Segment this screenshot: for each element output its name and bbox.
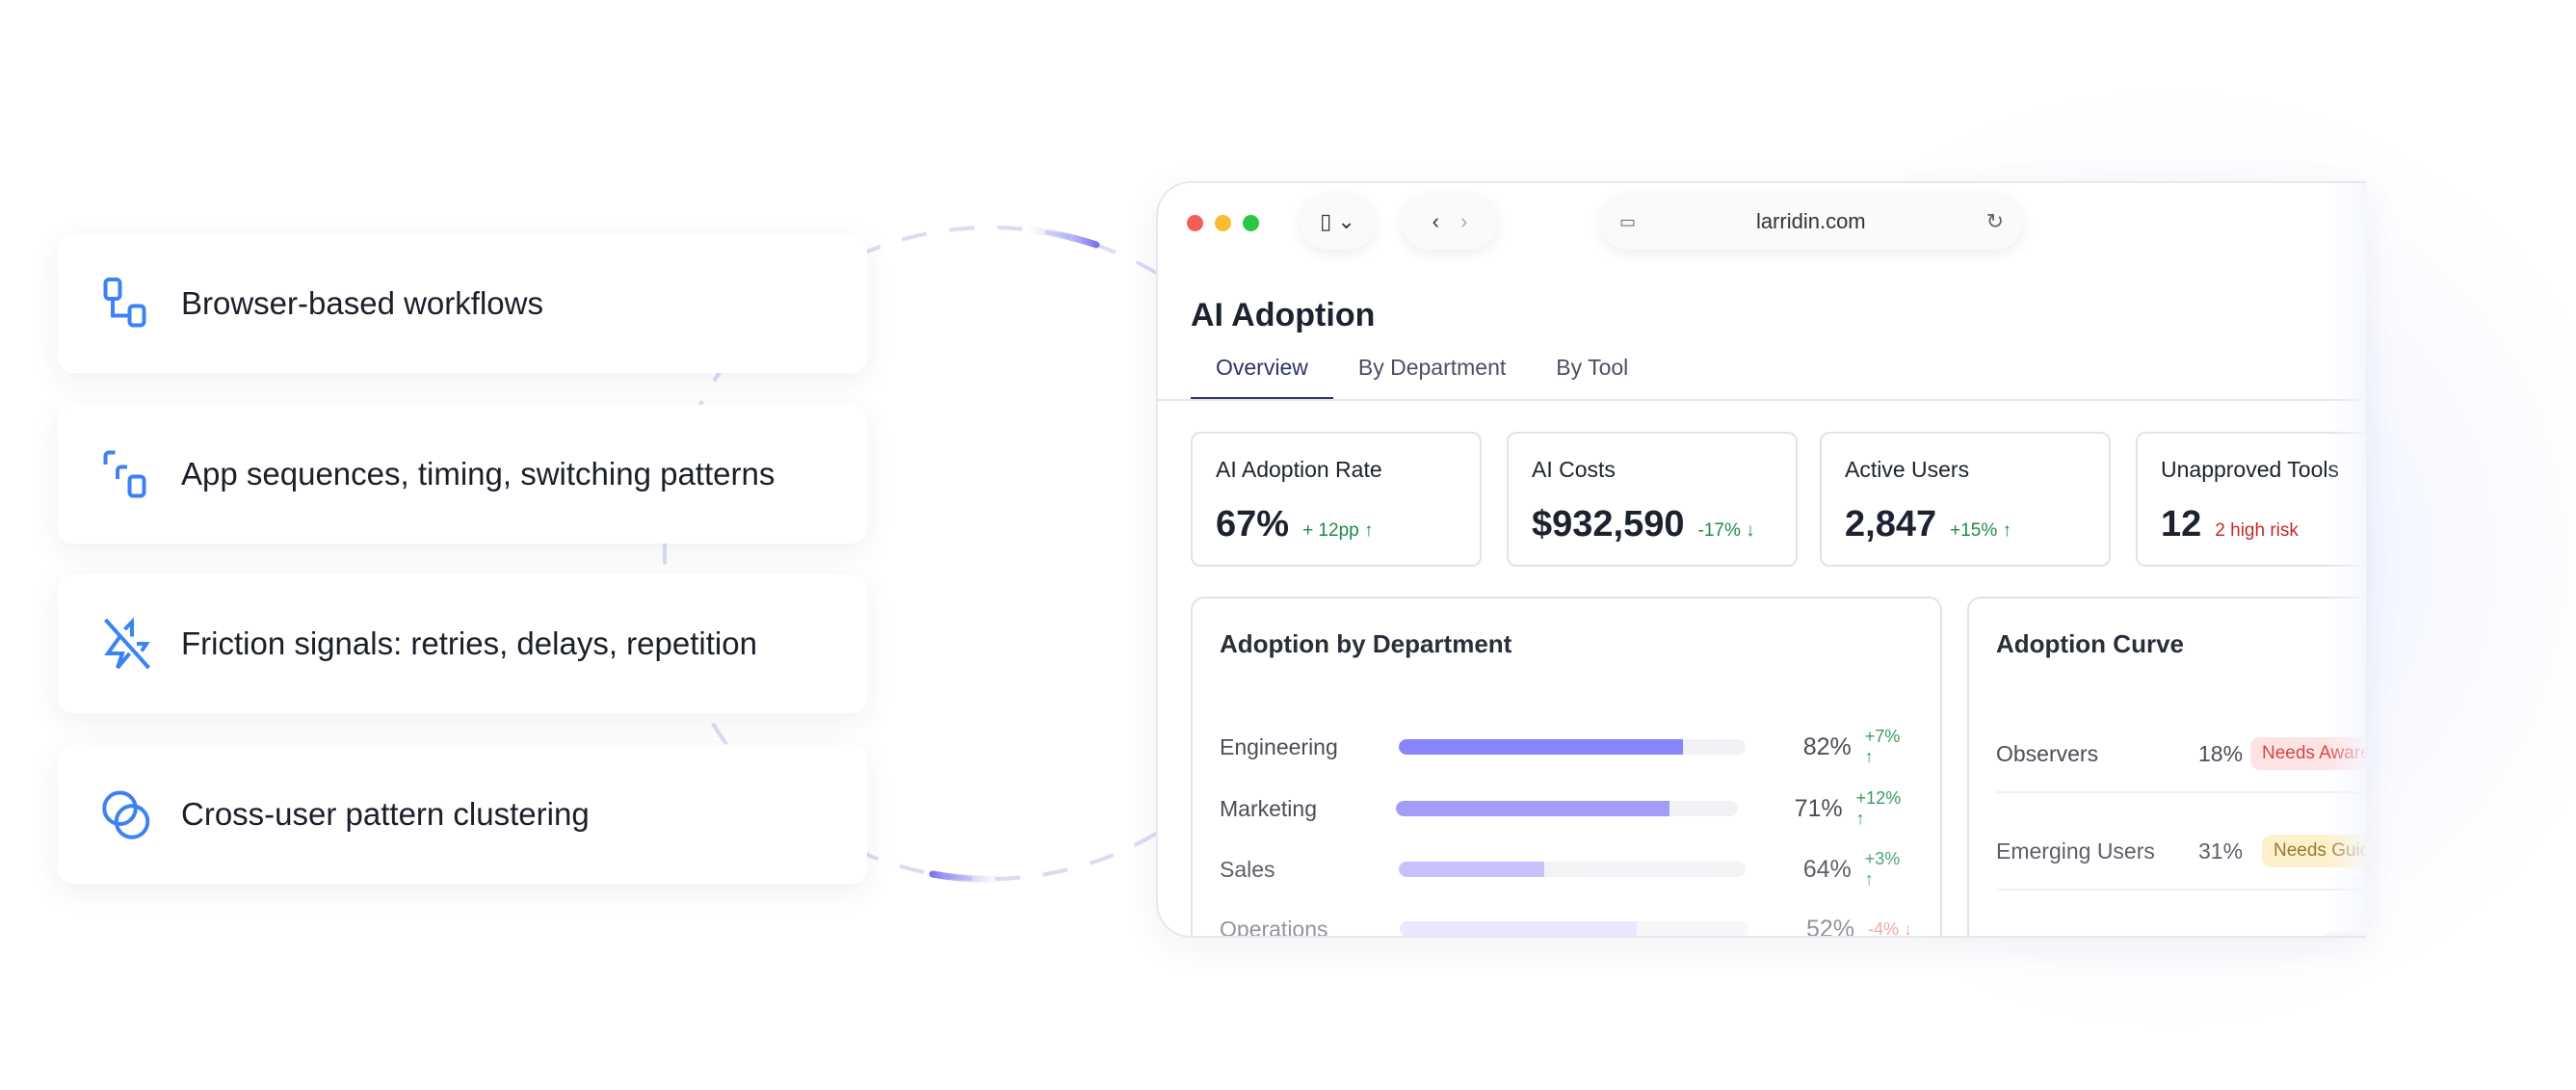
reload-icon[interactable]: ↻ <box>1985 209 2004 233</box>
feature-label: Friction signals: retries, delays, repet… <box>181 625 757 661</box>
sidebar-icon: ▯ ⌄ <box>1320 209 1355 233</box>
kpi-label: Unapproved Tools <box>2161 457 2339 482</box>
adoption-by-department-panel: Adoption by Department Engineering 82% +7%… <box>1191 597 1942 938</box>
kpi-delta: 2 high risk <box>2215 520 2299 541</box>
feature-card: App sequences, timing, switching pattern… <box>58 405 867 544</box>
minimize-window-button[interactable] <box>1215 215 1231 231</box>
row-divider <box>1996 889 2366 891</box>
curve-segment-pct: 31% <box>2198 837 2244 864</box>
kpi-delta: + 12pp ↑ <box>1302 520 1374 541</box>
adoption-bar-fill <box>1400 921 1638 936</box>
tab-divider <box>1158 399 2366 401</box>
adoption-bar-fill <box>1399 739 1684 755</box>
panel-title: Adoption by Department <box>1220 629 1512 658</box>
tab-overview[interactable]: Overview <box>1191 355 1333 401</box>
kpi-delta: +15% ↑ <box>1950 520 2011 541</box>
department-name: Engineering <box>1220 733 1338 759</box>
sequence-icon <box>103 450 146 498</box>
department-row: Operations 52% -4% ↓ <box>1220 910 1913 938</box>
feature-label: App sequences, timing, switching pattern… <box>181 456 775 492</box>
curve-segment-pct: 18% <box>2198 740 2244 766</box>
sidebar-toggle-button[interactable]: ▯ ⌄ <box>1300 194 1376 250</box>
feature-card: Friction signals: retries, delays, repet… <box>58 574 867 713</box>
friction-icon <box>104 617 150 670</box>
cluster-icon <box>102 790 150 839</box>
department-delta: +3% ↑ <box>1864 849 1901 889</box>
page-title: AI Adoption <box>1191 297 1376 333</box>
kpi-card: Active Users 2,847 +15% ↑ <box>1820 432 2111 567</box>
department-pct: 71% <box>1794 794 1843 822</box>
department-delta: +12% ↑ <box>1855 788 1902 828</box>
department-delta: -4% ↓ <box>1868 918 1913 938</box>
kpi-card: AI Adoption Rate 67% + 12pp ↑ <box>1191 432 1482 567</box>
department-row: Marketing 71% +12% ↑ <box>1220 788 1913 828</box>
workflow-icon <box>103 278 146 328</box>
page-icon: ▭ <box>1619 211 1637 231</box>
browser-window: ▯ ⌄ ‹ › ▭ larridin.com ↻ AI Adoption Over… <box>1156 181 2366 938</box>
department-name: Sales <box>1220 856 1275 882</box>
nav-buttons: ‹ › <box>1402 194 1498 250</box>
feature-card: Cross-user pattern clustering <box>58 745 867 884</box>
department-row: Sales 64% +3% ↑ <box>1220 849 1913 889</box>
department-name: Marketing <box>1220 795 1317 821</box>
tab-by-department[interactable]: By Department <box>1357 355 1507 380</box>
department-pct: 82% <box>1802 732 1852 760</box>
maximize-window-button[interactable] <box>1243 215 1259 231</box>
kpi-value: 12 <box>2161 504 2202 545</box>
adoption-bar <box>1399 862 1747 877</box>
kpi-label: AI Adoption Rate <box>1216 457 1382 482</box>
adoption-bar-fill <box>1396 801 1670 816</box>
adoption-bar <box>1400 921 1748 936</box>
department-name: Operations <box>1220 916 1328 938</box>
url-text: larridin.com <box>1755 209 1866 233</box>
row-divider <box>1996 791 2366 793</box>
curve-segment-name: Rising Users <box>1996 936 2121 937</box>
kpi-card: AI Costs $932,590 -17% ↓ <box>1507 432 1798 567</box>
tab-bar: Overview By Department By Tool <box>1191 355 1653 401</box>
close-window-button[interactable] <box>1187 215 1203 231</box>
kpi-value: 67% <box>1216 504 1290 545</box>
adoption-bar <box>1396 801 1739 816</box>
curve-segment-pct: 34% <box>2275 936 2320 937</box>
tab-by-tool[interactable]: By Tool <box>1556 355 1629 380</box>
curve-segment-name: Emerging Users <box>1996 837 2155 864</box>
url-bar[interactable]: ▭ larridin.com ↻ <box>1600 194 2023 250</box>
department-pct: 64% <box>1802 855 1852 883</box>
feature-label: Browser-based workflows <box>181 285 543 321</box>
department-row: Engineering 82% +7% ↑ <box>1220 727 1913 766</box>
kpi-delta: -17% ↓ <box>1697 520 1755 541</box>
kpi-card: Unapproved Tools 12 2 high risk <box>2136 432 2366 567</box>
curve-segment-name: Observers <box>1996 740 2099 766</box>
kpi-label: AI Costs <box>1532 457 1616 482</box>
feature-label: Cross-user pattern clustering <box>181 796 590 832</box>
department-delta: +7% ↑ <box>1864 727 1901 766</box>
kpi-value: 2,847 <box>1845 504 1937 545</box>
adoption-bar <box>1399 739 1747 755</box>
forward-icon[interactable]: › <box>1460 209 1468 233</box>
department-pct: 52% <box>1805 915 1854 938</box>
kpi-value: $932,590 <box>1532 504 1685 545</box>
curve-row: Rising Users34%On Track <box>1996 924 2366 937</box>
panel-title: Adoption Curve <box>1996 629 2184 658</box>
feature-card: Browser-based workflows <box>58 234 867 373</box>
adoption-bar-fill <box>1399 862 1545 877</box>
edge-fade <box>2327 183 2366 936</box>
back-icon[interactable]: ‹ <box>1432 209 1439 233</box>
kpi-label: Active Users <box>1845 457 1970 482</box>
